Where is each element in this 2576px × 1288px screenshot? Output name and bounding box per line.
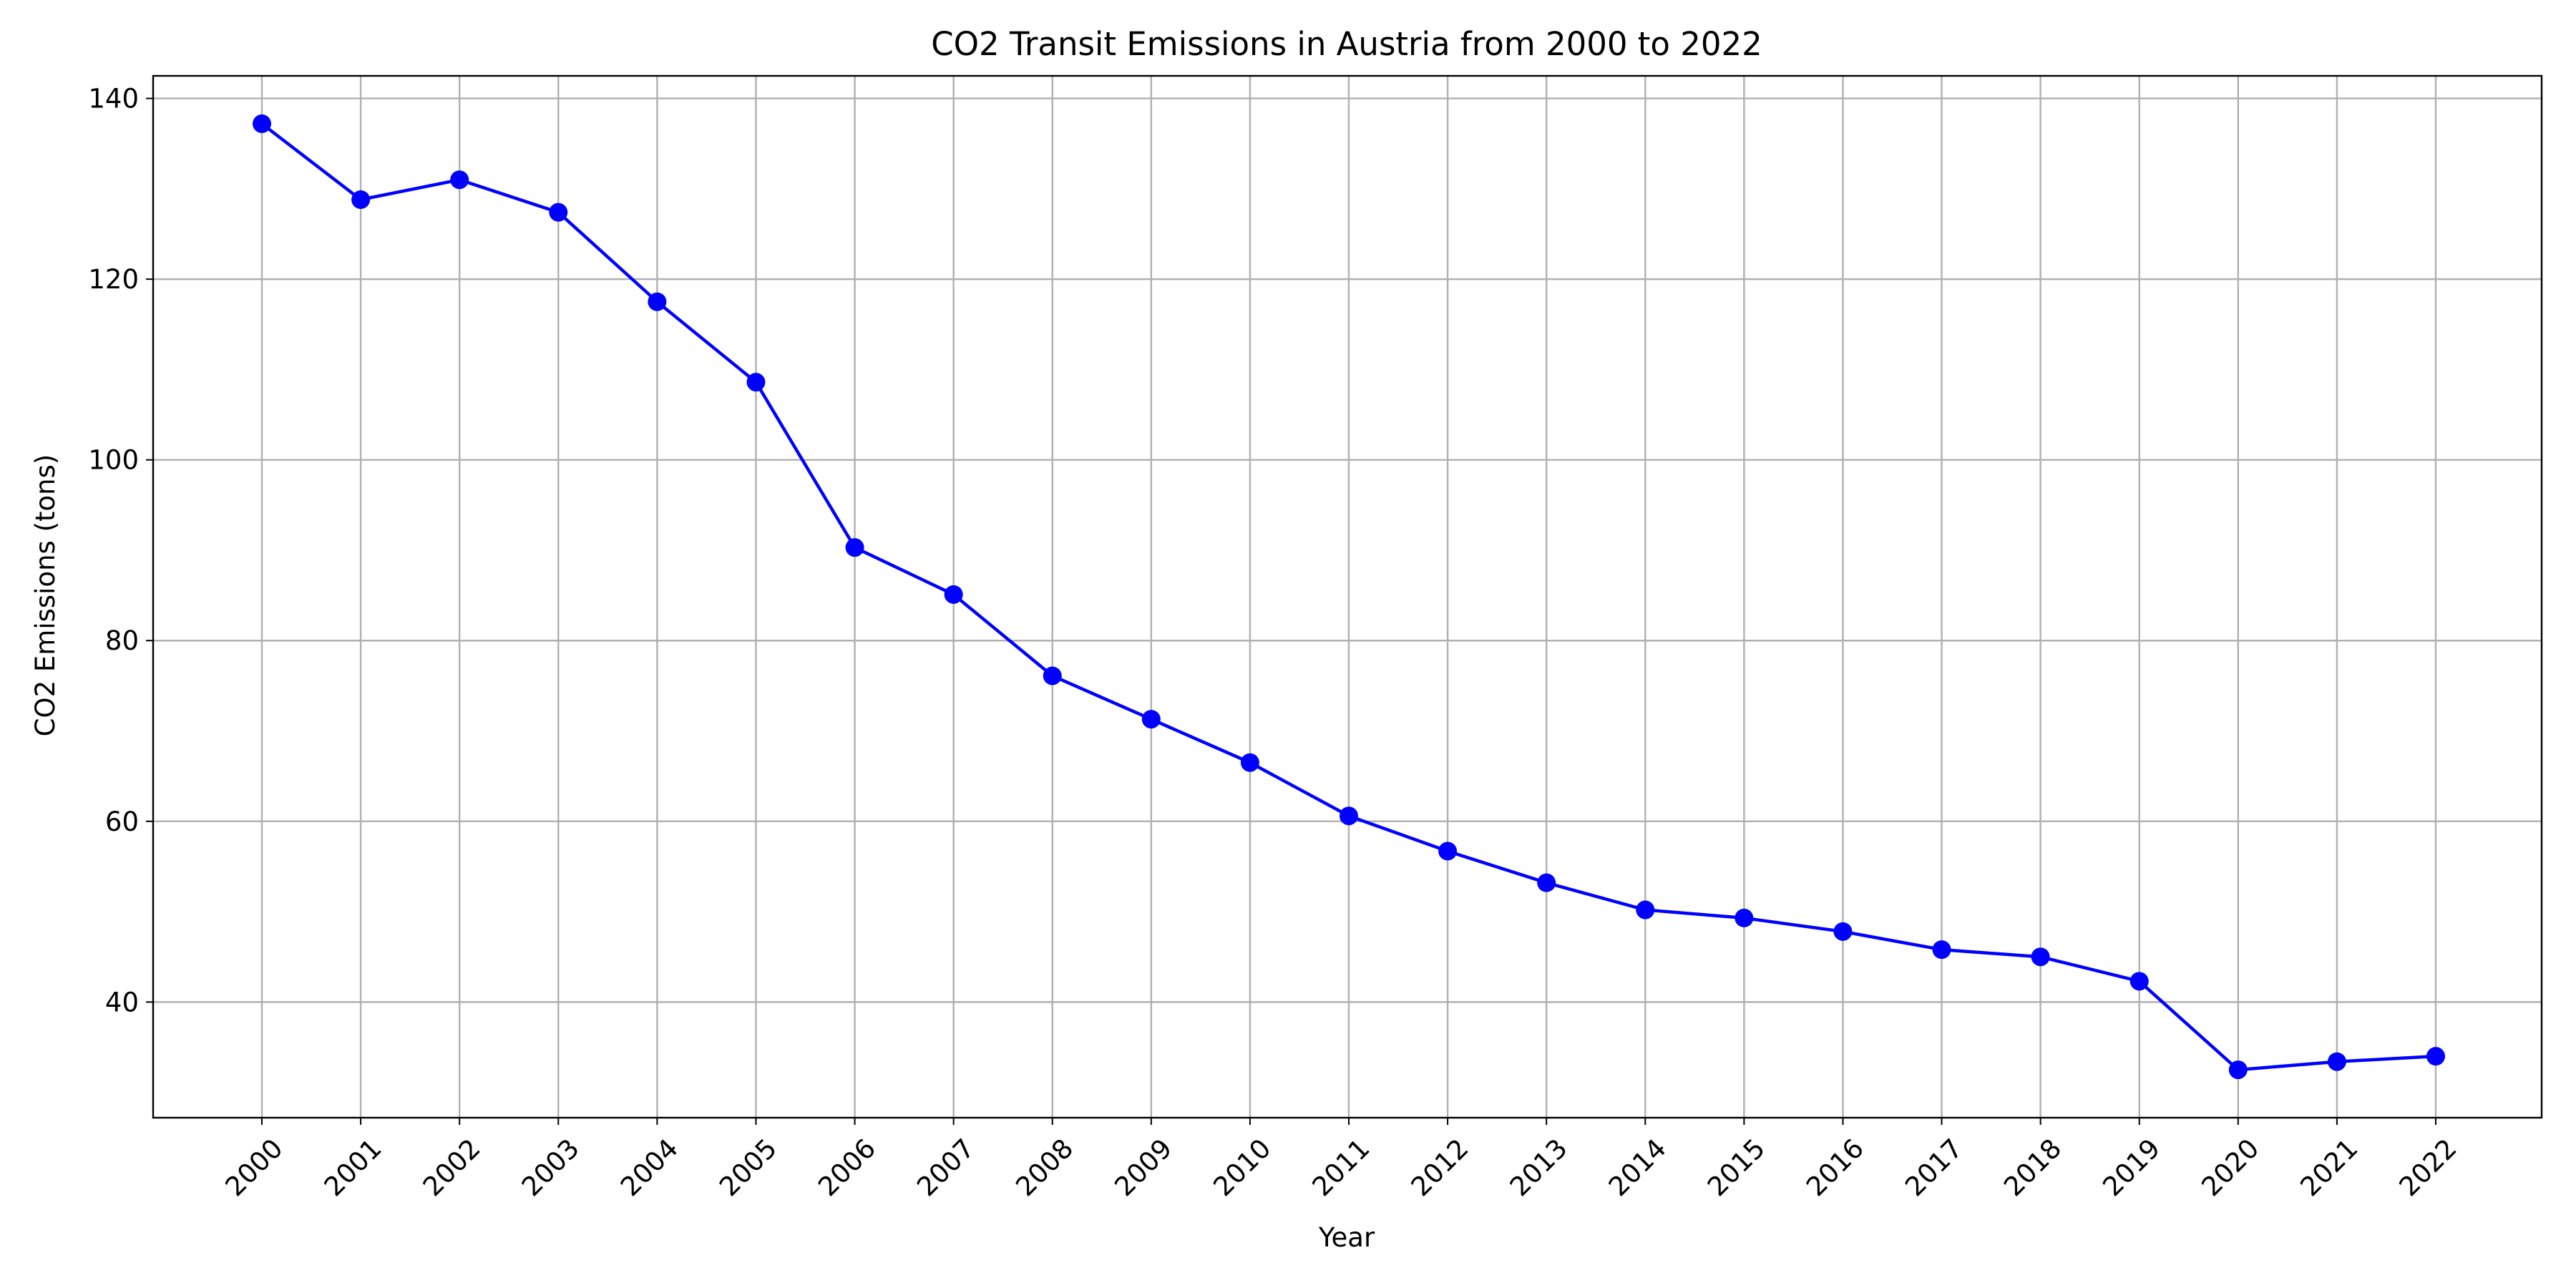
data-point (1240, 753, 1259, 772)
data-point (351, 190, 371, 210)
data-point (1340, 806, 1358, 826)
data-point (648, 292, 667, 311)
plot-area-frame (152, 74, 2543, 1119)
grid (153, 76, 2542, 1118)
y-tick-label: 100 (88, 445, 139, 476)
data-point (1043, 666, 1062, 686)
data-point (2327, 1052, 2346, 1071)
data-point (2031, 947, 2050, 967)
data-point (1438, 841, 1458, 861)
y-axis-title: CO2 Emissions (tons) (30, 454, 61, 737)
y-tick-label: 140 (88, 84, 139, 114)
data-point (1636, 900, 1655, 919)
y-tick-label: 60 (105, 806, 139, 837)
data-point (1932, 940, 1951, 960)
series-layer (253, 114, 2445, 1080)
data-point (549, 203, 568, 222)
data-point (1141, 710, 1161, 729)
data-point (2426, 1047, 2445, 1066)
y-axis: 40 60 80 100 120 140 (88, 84, 153, 1018)
y-tick-label: 120 (88, 264, 139, 295)
x-axis-title: Year (1318, 1222, 1375, 1253)
data-point (845, 538, 864, 557)
data-point (1833, 922, 1853, 941)
data-point (746, 373, 766, 392)
data-point (253, 114, 271, 133)
data-point (450, 170, 469, 190)
chart-title: CO2 Transit Emissions in Austria from 20… (931, 25, 1762, 63)
data-point (2129, 972, 2149, 991)
data-point (944, 585, 963, 604)
data-point (1735, 908, 1754, 927)
y-tick-label: 40 (105, 987, 139, 1018)
y-tick-label: 80 (105, 625, 139, 656)
data-point (1537, 873, 1556, 892)
data-point (2228, 1060, 2248, 1080)
